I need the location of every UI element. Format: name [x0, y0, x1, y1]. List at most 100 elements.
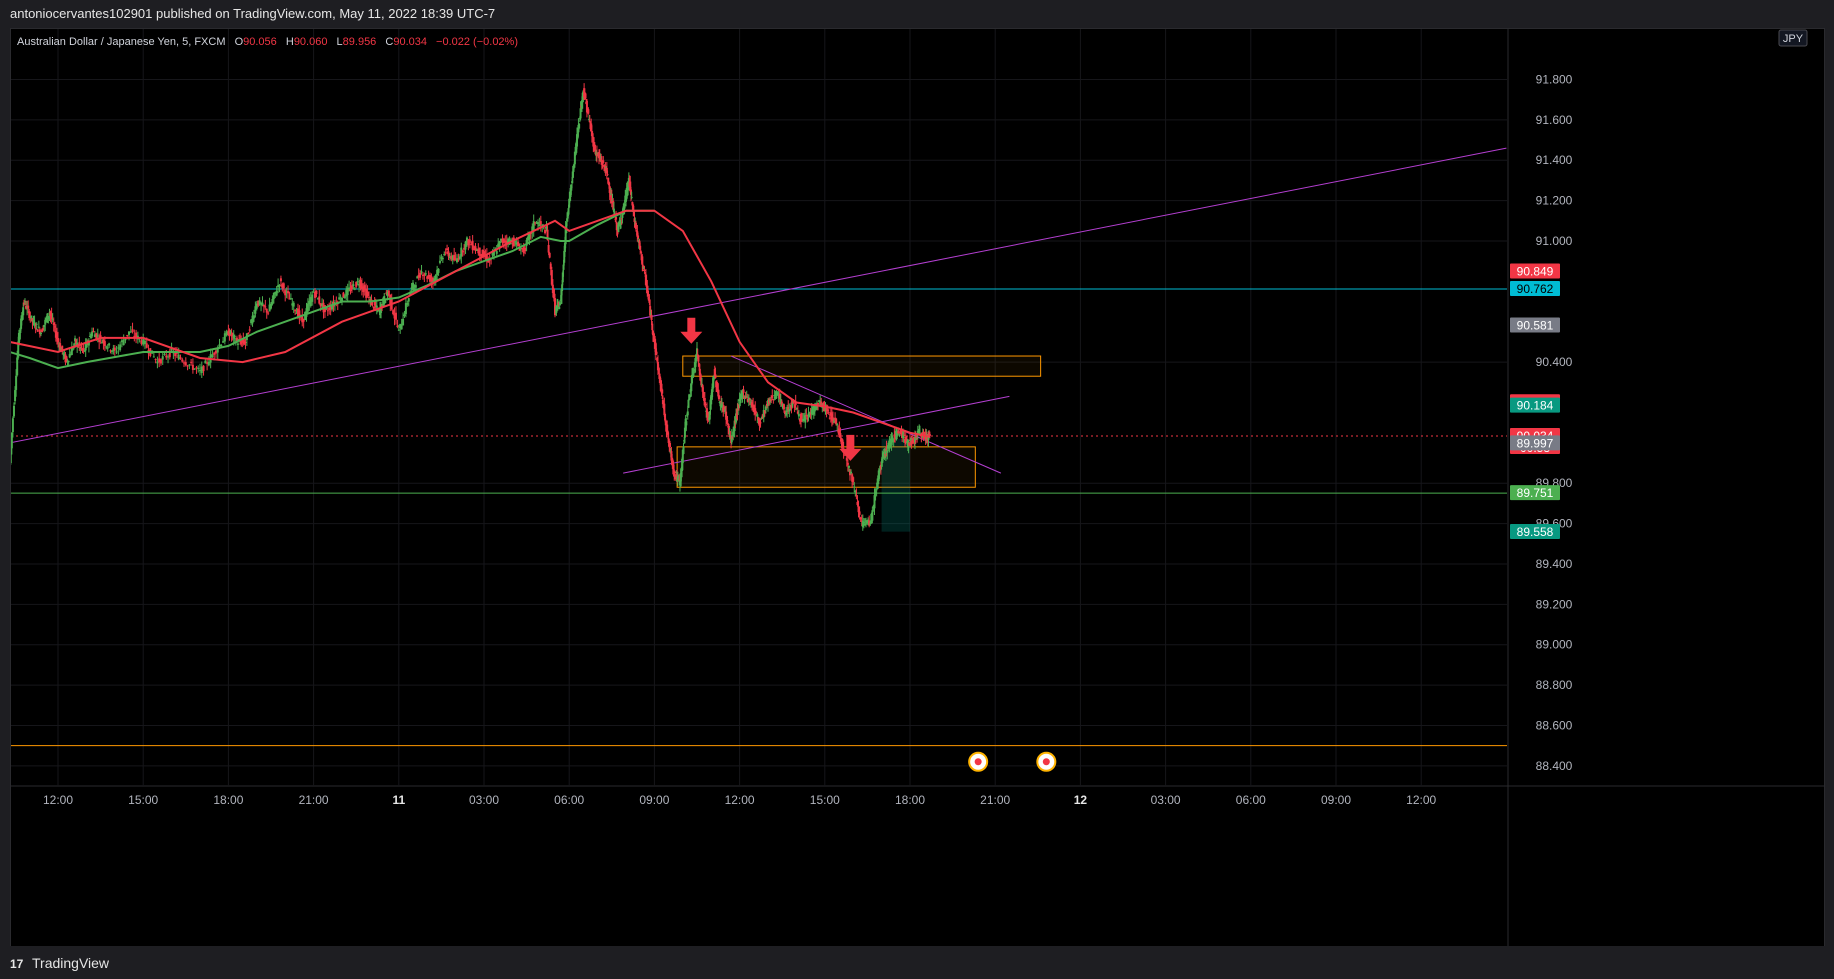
candle-body — [732, 431, 735, 437]
candle-body — [651, 323, 654, 331]
candle-body — [704, 404, 707, 406]
candle-body — [898, 434, 901, 436]
candle-body — [823, 404, 826, 412]
candle-body — [825, 408, 828, 411]
candle-body — [447, 251, 450, 257]
candle-body — [701, 385, 704, 392]
candle-body — [773, 394, 776, 396]
close-value: 90.034 — [393, 36, 427, 48]
candle-body — [551, 284, 554, 294]
candle-body — [682, 446, 685, 454]
candle-body — [29, 316, 32, 318]
candle-body — [32, 319, 35, 323]
low-label: L — [337, 36, 343, 48]
candle-body — [475, 250, 478, 252]
candle-body — [309, 297, 312, 307]
candle-body — [386, 292, 389, 296]
candle-body — [16, 357, 19, 376]
candle-body — [202, 365, 205, 372]
price-chart[interactable]: 91.80091.60091.40091.20091.00090.40089.8… — [9, 29, 1824, 946]
candle-body — [795, 407, 798, 409]
candle-body — [61, 345, 64, 352]
candle-body — [341, 297, 343, 302]
x-tick-label: 12 — [1074, 793, 1088, 807]
candle-body — [275, 290, 278, 296]
x-tick-label: 12:00 — [725, 793, 755, 807]
candle-body — [886, 445, 889, 449]
candle-body — [629, 189, 632, 195]
candle-body — [615, 217, 618, 220]
candle-body — [404, 303, 407, 315]
candle-body — [450, 255, 453, 260]
candle-body — [748, 398, 751, 400]
candle-body — [605, 166, 608, 168]
candle-body — [763, 410, 766, 414]
price-tag-label: 90.581 — [1517, 319, 1554, 333]
candle-body — [819, 400, 822, 407]
candle-body — [576, 130, 579, 139]
candle-body — [311, 294, 314, 302]
candle-body — [744, 396, 747, 399]
supply-zone — [682, 355, 1042, 377]
candle-body — [128, 331, 130, 335]
candle-body — [437, 268, 440, 273]
candle-body — [281, 284, 284, 289]
down-arrow-icon — [839, 434, 862, 461]
candle-body — [831, 417, 834, 422]
candle-body — [577, 124, 580, 133]
candle-body — [316, 298, 319, 300]
candle-body — [374, 305, 377, 308]
time-axis[interactable]: 12:00 15:00 18:00 21:00 11 03:00 06:00 09:00 12:… — [43, 793, 1437, 807]
candle-body — [20, 318, 23, 329]
currency-badge[interactable]: JPY — [1778, 29, 1808, 47]
candle-body — [683, 427, 686, 438]
event-marker-dot — [974, 758, 982, 766]
chart-panel[interactable]: 91.800 91.600 91.400 91.200 91.000 90.400 89.8… — [9, 28, 1825, 947]
candle-body — [605, 167, 608, 174]
candle-body — [44, 319, 47, 325]
candle-body — [875, 489, 878, 491]
candle-body — [77, 346, 80, 348]
brand-name[interactable]: TradingView — [32, 955, 110, 971]
candle-body — [67, 360, 70, 362]
candle-body — [717, 390, 720, 397]
candle-body — [248, 329, 251, 331]
candle-body — [598, 154, 601, 158]
candle-body — [402, 318, 405, 326]
candle-body — [654, 338, 657, 346]
candle-body — [443, 254, 446, 256]
candle-body — [241, 340, 244, 342]
candle-body — [397, 329, 400, 331]
candle-body — [426, 276, 429, 279]
candle-body — [43, 324, 46, 327]
change-value: −0.022 (−0.02%) — [436, 36, 518, 48]
candle-body — [620, 218, 623, 220]
candle-body — [558, 303, 561, 306]
candle-body — [560, 289, 563, 304]
candle-body — [420, 271, 423, 273]
candle-body — [896, 432, 899, 436]
candle-body — [644, 275, 647, 285]
candle-body — [348, 287, 351, 290]
candle-body — [507, 238, 510, 244]
price-tag — [1510, 397, 1560, 413]
candle-body — [585, 100, 588, 113]
candle-body — [436, 269, 439, 275]
symbol-name: Australian Dollar / Japanese Yen, 5, FXC… — [17, 36, 226, 48]
candle-body — [792, 399, 795, 404]
candle-body — [681, 449, 684, 464]
candle-body — [847, 466, 850, 468]
candle-body — [355, 282, 358, 287]
candle-body — [649, 306, 652, 316]
candle-body — [392, 310, 395, 315]
candle-body — [632, 204, 635, 207]
candle-body — [25, 305, 28, 309]
candle-body — [81, 349, 84, 351]
candle-body — [686, 411, 689, 416]
candle-body — [461, 250, 464, 253]
candle-body — [757, 417, 760, 421]
tradingview-logo-icon[interactable]: 17 — [10, 957, 24, 971]
candle-body — [663, 403, 666, 416]
trendline — [9, 147, 1507, 444]
candle-body — [607, 182, 610, 186]
